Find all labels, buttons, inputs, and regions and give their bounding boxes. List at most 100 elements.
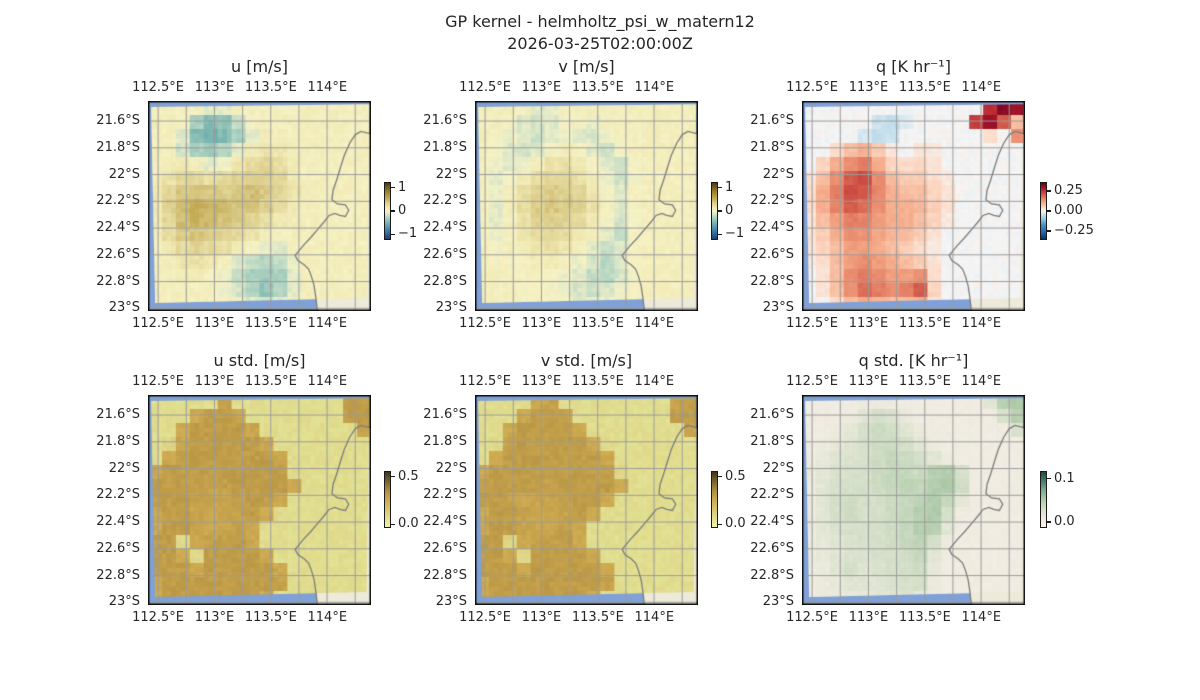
colorbar-tick-mark	[391, 523, 395, 525]
colorbar-tick-mark	[718, 210, 722, 212]
x-tick-top-label: 113.5°E	[244, 80, 297, 95]
y-tick-label: 22.4°S	[423, 220, 467, 236]
y-tick-label: 22.6°S	[423, 540, 467, 556]
x-tick-bottom-label: 114°E	[307, 610, 348, 625]
panel-v-std: v std. [m/s] 112.5°E 113°E 113.5°E 114°E 112…	[423, 351, 745, 625]
colorbar-tick-mark	[391, 233, 395, 236]
y-tick-label: 22.4°S	[96, 220, 140, 236]
colorbar-tick-mark	[1047, 521, 1051, 523]
y-tick-column: 21.6°S 21.8°S 22°S 22.2°S 22.4°S 22.6°S 22.8°S…	[730, 395, 794, 609]
y-tick-label: 21.8°S	[96, 433, 140, 449]
y-tick-label: 22.4°S	[423, 514, 467, 530]
x-tick-bottom-label: 112.5°E	[459, 610, 511, 625]
y-tick-column: 21.6°S 21.8°S 22°S 22.2°S 22.4°S 22.6°S 22.8°S…	[76, 395, 140, 609]
x-tick-bottom-label: 114°E	[307, 316, 348, 331]
x-tick-top-label: 114°E	[634, 80, 675, 95]
colorbar-tick-mark	[391, 187, 395, 189]
y-tick-label: 22.6°S	[96, 246, 140, 262]
y-tick-label: 23°S	[108, 594, 140, 610]
x-tick-top-label: 112.5°E	[132, 374, 184, 389]
x-tick-top-label: 113.5°E	[898, 80, 951, 95]
colorbar-tick-label: 0.1	[1054, 470, 1075, 486]
x-tick-bottom-label: 113°E	[194, 316, 235, 331]
x-tick-bottom-label: 113°E	[194, 610, 235, 625]
colorbar-tick-label: −0.25	[1054, 223, 1094, 238]
map-canvas-u-std	[148, 395, 371, 605]
x-tick-top-label: 113°E	[521, 374, 562, 389]
colorbar-tick-label: 0	[725, 203, 734, 218]
y-tick-label: 22°S	[762, 460, 794, 476]
figure-title: GP kernel - helmholtz_psi_w_matern12	[445, 12, 755, 31]
panel-u: u [m/s] 112.5°E 113°E 113.5°E 114°E 112.5°E 1…	[96, 57, 417, 331]
x-tick-bottom-label: 112.5°E	[132, 316, 184, 331]
panel-q-std: q std. [K hr⁻¹] 112.5°E 113°E 113.5°E 114°E…	[750, 351, 1074, 625]
y-tick-label: 23°S	[435, 594, 467, 610]
y-tick-label: 22°S	[435, 460, 467, 476]
x-tick-top-label: 114°E	[634, 374, 675, 389]
panel-title: v [m/s]	[558, 57, 615, 76]
y-tick-label: 21.6°S	[96, 407, 140, 423]
colorbar-tick-label: 0.0	[725, 516, 746, 532]
y-tick-label: 22.2°S	[750, 193, 794, 209]
x-tick-top-label: 114°E	[307, 80, 348, 95]
colorbar-tick-mark	[718, 187, 722, 189]
panel-title: u [m/s]	[230, 57, 289, 76]
y-tick-label: 21.6°S	[96, 113, 140, 129]
y-tick-label: 22.2°S	[96, 193, 140, 209]
x-tick-bottom-label: 113.5°E	[898, 316, 951, 331]
x-tick-top-label: 113.5°E	[571, 374, 624, 389]
x-tick-bottom-label: 112.5°E	[786, 316, 838, 331]
colorbar-tick-mark	[718, 233, 722, 236]
colorbar: 1 0 −1	[384, 180, 417, 241]
x-tick-top-row: 112.5°E 113°E 113.5°E 114°E	[459, 374, 698, 390]
panel-title: q std. [K hr⁻¹]	[858, 351, 969, 370]
x-tick-bottom-label: 113°E	[521, 316, 562, 331]
x-tick-bottom-label: 112.5°E	[459, 316, 511, 331]
y-tick-label: 22.2°S	[750, 487, 794, 503]
y-tick-label: 22.2°S	[423, 487, 467, 503]
y-tick-label: 21.6°S	[750, 407, 794, 423]
y-tick-label: 23°S	[108, 300, 140, 316]
colorbar-tick-mark	[1047, 190, 1051, 192]
y-tick-label: 22.6°S	[750, 540, 794, 556]
x-tick-bottom-row: 112.5°E 113°E 113.5°E 114°E	[786, 316, 1025, 332]
y-tick-label: 22°S	[762, 166, 794, 182]
y-tick-label: 21.8°S	[423, 433, 467, 449]
colorbar-tick-mark	[391, 210, 395, 212]
colorbar-tick-label: 0.00	[1054, 203, 1083, 218]
x-tick-bottom-label: 113.5°E	[244, 316, 297, 331]
x-tick-bottom-label: 113.5°E	[898, 610, 951, 625]
y-tick-label: 22.4°S	[750, 514, 794, 530]
x-tick-bottom-label: 113.5°E	[571, 316, 624, 331]
x-tick-top-label: 113°E	[848, 80, 889, 95]
x-tick-top-row: 112.5°E 113°E 113.5°E 114°E	[786, 374, 1025, 390]
y-tick-label: 23°S	[762, 594, 794, 610]
panel-u-std: u std. [m/s] 112.5°E 113°E 113.5°E 114°E 112…	[96, 351, 418, 625]
map-canvas-v-std	[475, 395, 698, 605]
x-tick-top-label: 113°E	[194, 374, 235, 389]
x-tick-top-label: 113°E	[194, 80, 235, 95]
x-tick-top-label: 114°E	[961, 80, 1002, 95]
y-tick-label: 23°S	[762, 300, 794, 316]
y-tick-column: 21.6°S 21.8°S 22°S 22.2°S 22.4°S 22.6°S 22.8°S…	[730, 101, 794, 315]
x-tick-bottom-label: 112.5°E	[132, 610, 184, 625]
colorbar-tick-label: 0.0	[1054, 513, 1075, 529]
x-tick-bottom-row: 112.5°E 113°E 113.5°E 114°E	[786, 610, 1025, 626]
colorbar-tick-label: 0.25	[1054, 183, 1083, 198]
y-tick-label: 21.6°S	[423, 407, 467, 423]
colorbar-tick-mark	[718, 523, 722, 525]
colorbar-tick-mark	[391, 476, 395, 478]
colorbar-tick-mark	[718, 476, 722, 478]
y-tick-column: 21.6°S 21.8°S 22°S 22.2°S 22.4°S 22.6°S 22.8°S…	[403, 395, 467, 609]
y-tick-label: 22.2°S	[96, 487, 140, 503]
map-canvas-q	[802, 101, 1025, 311]
x-tick-top-label: 112.5°E	[459, 80, 511, 95]
map-canvas-u	[148, 101, 371, 311]
x-tick-top-row: 112.5°E 113°E 113.5°E 114°E	[132, 374, 371, 390]
x-tick-top-row: 112.5°E 113°E 113.5°E 114°E	[786, 80, 1025, 96]
y-tick-label: 22.8°S	[423, 567, 467, 583]
x-tick-bottom-label: 114°E	[634, 316, 675, 331]
y-tick-label: 22.8°S	[96, 567, 140, 583]
x-tick-top-label: 113.5°E	[571, 80, 624, 95]
x-tick-bottom-label: 113°E	[848, 316, 889, 331]
